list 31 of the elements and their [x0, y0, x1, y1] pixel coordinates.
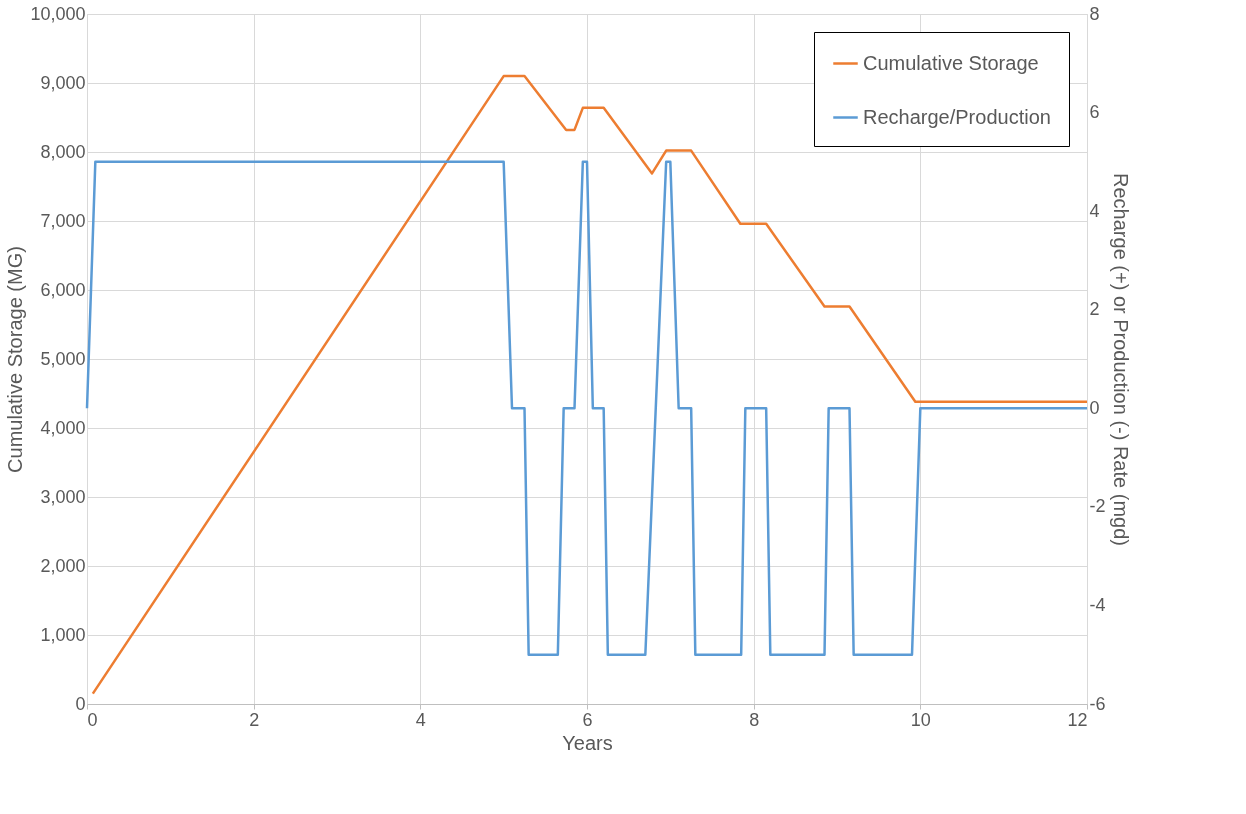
y-tick-label: 6,000	[40, 279, 86, 300]
y2-tick-label: -4	[1089, 594, 1106, 615]
y-tick-label: 4,000	[40, 417, 86, 438]
y-tick-label: 2,000	[40, 555, 86, 576]
x-axis-title: Years	[562, 731, 613, 754]
x-tick-label: 6	[582, 709, 593, 730]
y2-axis-title: Recharge (+) or Production (-) Rate (mgd)	[1109, 173, 1132, 546]
y2-tick-label: 2	[1089, 299, 1100, 320]
x-tick-label: 2	[249, 709, 260, 730]
x-tick-label: 12	[1067, 709, 1088, 730]
legend-label: Cumulative Storage	[863, 51, 1039, 74]
y2-tick-label: 8	[1089, 3, 1100, 24]
y-tick-label: 8,000	[40, 141, 86, 162]
y2-tick-label: -2	[1089, 496, 1106, 517]
y-tick-label: 10,000	[30, 3, 86, 24]
y-axis-title: Cumulative Storage (MG)	[4, 246, 27, 473]
x-tick-label: 10	[910, 709, 931, 730]
y-tick-label: 1,000	[40, 624, 86, 645]
y-tick-label: 7,000	[40, 210, 86, 231]
y-tick-label: 0	[75, 693, 86, 714]
line-series	[91, 74, 1089, 695]
y2-tick-label: 4	[1089, 200, 1100, 221]
legend-label: Recharge/Production	[863, 105, 1051, 128]
y-tick-label: 3,000	[40, 486, 86, 507]
y-tick-label: 9,000	[40, 72, 86, 93]
y2-tick-label: 6	[1089, 102, 1100, 123]
y-tick-label: 5,000	[40, 348, 86, 369]
x-tick-label: 4	[415, 709, 426, 730]
y2-tick-label: -6	[1089, 693, 1106, 714]
y2-tick-label: 0	[1089, 397, 1100, 418]
x-tick-label: 8	[749, 709, 760, 730]
